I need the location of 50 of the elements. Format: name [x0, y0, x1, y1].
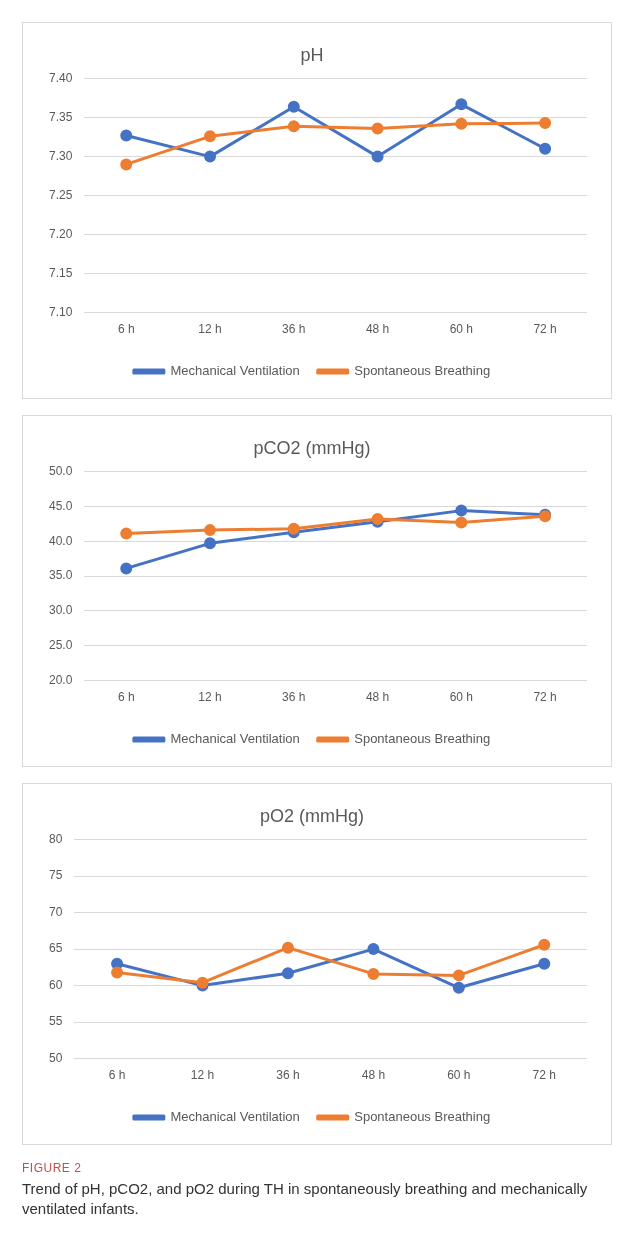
- x-tick-label: 36 h: [282, 322, 306, 337]
- y-tick-label: 7.15: [49, 265, 73, 280]
- y-tick-label: 60: [48, 977, 63, 992]
- y-tick-label: 50.0: [49, 463, 73, 478]
- text: Trend of pH, pCO2, and pO2 during TH in spontaneously breathing and mechanically ventilated infants.: [22, 1179, 589, 1219]
- x-tick-label: 6 h: [117, 322, 135, 337]
- legend-label: Spontaneous Breathing: [354, 731, 491, 747]
- y-tick-label: 7.30: [49, 148, 73, 163]
- x-tick-label: 72 h: [533, 690, 557, 705]
- y-tick-label: 50: [48, 1050, 63, 1065]
- y-tick-label: 45.0: [49, 498, 73, 513]
- x-tick-label: 60 h: [449, 690, 474, 705]
- y-tick-label: 75: [48, 868, 63, 883]
- legend-label: Spontaneous Breathing: [354, 1109, 491, 1125]
- x-tick-label: 48 h: [361, 1068, 386, 1083]
- y-tick-label: 7.10: [49, 304, 73, 319]
- y-tick-label: 55: [48, 1014, 63, 1029]
- y-tick-label: 70: [48, 904, 63, 919]
- y-tick-label: 20.0: [49, 672, 73, 687]
- caption: FIGURE 2: [22, 1161, 83, 1175]
- legend-label: Mechanical Ventilation: [170, 1109, 300, 1125]
- x-tick-label: 60 h: [449, 322, 474, 337]
- chart-title: pCO2 (mmHg): [253, 437, 371, 458]
- x-tick-label: 12 h: [198, 690, 222, 705]
- y-tick-label: 25.0: [49, 638, 73, 653]
- y-tick-label: 35.0: [49, 568, 73, 583]
- y-tick-label: 40.0: [49, 533, 73, 548]
- x-tick-label: 72 h: [533, 322, 557, 337]
- chart-title: pH: [300, 44, 324, 65]
- y-tick-label: 30.0: [49, 603, 73, 618]
- chart-title: pO2 (mmHg): [259, 805, 365, 826]
- x-tick-label: 48 h: [365, 322, 390, 337]
- x-tick-label: 36 h: [282, 690, 306, 705]
- y-tick-label: 7.20: [49, 226, 73, 241]
- legend-label: Spontaneous Breathing: [354, 363, 491, 379]
- x-tick-label: 6 h: [108, 1068, 126, 1083]
- x-tick-label: 60 h: [447, 1068, 471, 1083]
- x-tick-label: 12 h: [198, 322, 222, 337]
- x-tick-label: 36 h: [276, 1068, 300, 1083]
- x-tick-label: 12 h: [190, 1068, 215, 1083]
- y-tick-label: 7.25: [49, 187, 73, 202]
- y-tick-label: 80: [48, 831, 63, 846]
- y-tick-label: 7.40: [49, 70, 73, 85]
- legend-label: Mechanical Ventilation: [170, 363, 300, 379]
- legend-label: Mechanical Ventilation: [170, 731, 300, 747]
- y-tick-label: 65: [48, 941, 63, 956]
- y-tick-label: 7.35: [49, 109, 73, 124]
- x-tick-label: 72 h: [532, 1068, 556, 1083]
- x-tick-label: 6 h: [117, 690, 135, 705]
- x-tick-label: 48 h: [365, 690, 390, 705]
